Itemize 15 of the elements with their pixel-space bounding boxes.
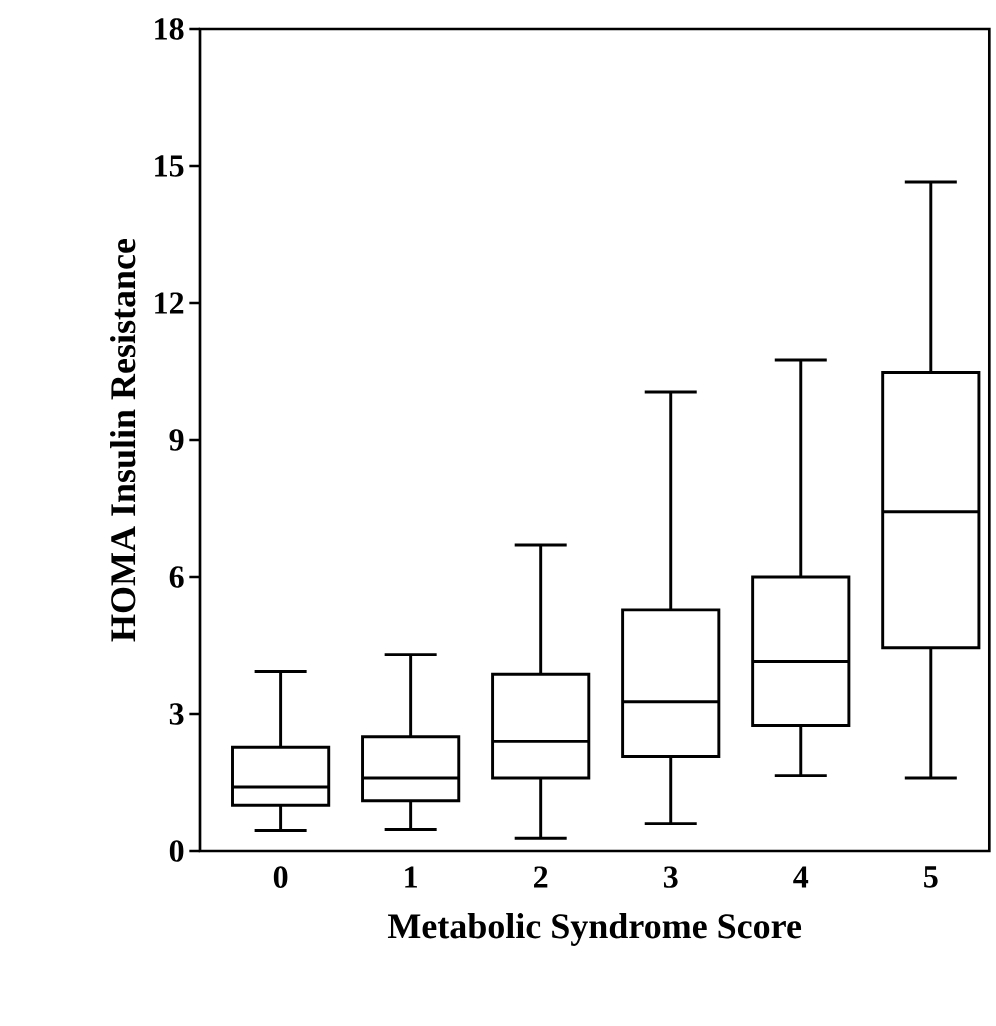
x-axis-title: Metabolic Syndrome Score [387, 913, 802, 946]
y-tick-label: 0 [169, 840, 184, 862]
y-tick-label: 12 [155, 292, 184, 314]
x-tick-label: 1 [405, 866, 417, 888]
x-tick-label: 0 [273, 866, 288, 888]
y-tick-label: 6 [169, 566, 184, 588]
x-tick-label: 3 [663, 866, 678, 888]
x-tick-label: 2 [534, 866, 548, 888]
y-tick-label: 9 [169, 429, 184, 451]
y-tick-label: 15 [155, 155, 184, 177]
x-tick-label: 4 [793, 866, 809, 888]
y-axis-title: HOMA Insulin Resistance [110, 238, 136, 642]
x-tick-label: 5 [924, 866, 938, 888]
y-tick-label: 18 [155, 18, 184, 40]
y-tick-label: 3 [169, 703, 184, 725]
